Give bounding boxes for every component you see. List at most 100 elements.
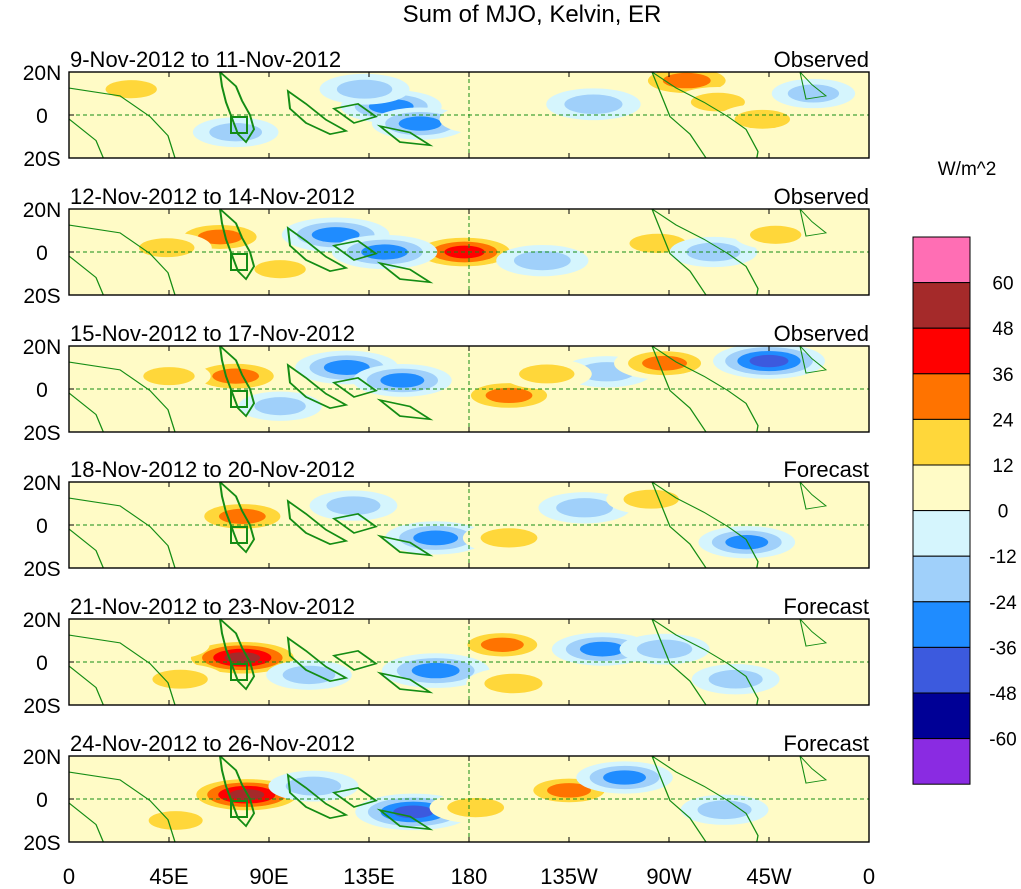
anomaly-contour (143, 367, 195, 386)
y-tick-label: 20S (23, 558, 60, 581)
anomaly-contour (254, 397, 306, 416)
panels: 9-Nov-2012 to 11-Nov-2012 Observed 20N 0 20S… (23, 47, 870, 855)
y-tick-label: 20N (23, 336, 62, 359)
anomaly-contour (725, 535, 769, 550)
anomaly-contour (787, 84, 840, 103)
panel-dates: 21-Nov-2012 to 23-Nov-2012 (70, 594, 355, 619)
index-box (230, 526, 248, 544)
anomaly-contour (519, 364, 575, 384)
y-tick-label: 20S (23, 422, 60, 445)
anomaly-contour (750, 225, 802, 244)
x-tick-label: 45E (149, 864, 188, 889)
anomaly-contour (380, 373, 425, 388)
anomaly-contour (323, 360, 370, 375)
colorbar-swatch (912, 373, 971, 420)
panel-1: 9-Nov-2012 to 11-Nov-2012 Observed 20N 0 20S (23, 47, 870, 171)
anomaly-contour (128, 630, 210, 660)
index-box (230, 390, 248, 408)
colorbar-label: -36 (989, 638, 1016, 659)
colorbar-label: 60 (992, 274, 1013, 295)
y-tick-label: 20N (23, 609, 62, 632)
x-tick-label: 135E (343, 864, 394, 889)
anomaly-contour (547, 783, 591, 798)
anomaly-contour (603, 770, 647, 785)
index-box (230, 663, 248, 681)
anomaly-contour (282, 665, 336, 685)
anomaly-contour (485, 387, 533, 404)
anomaly-contour (326, 496, 381, 515)
index-box (230, 116, 248, 134)
anomaly-contour (556, 498, 613, 518)
anomaly-contour (105, 80, 157, 99)
colorbar-swatch (912, 555, 971, 603)
y-tick-label: 20S (23, 832, 60, 855)
anomaly-contour (480, 528, 538, 548)
anomaly-contour (564, 94, 623, 115)
x-axis: 0 45E 90E 135E 180 135W 90W 45W 0 (63, 864, 875, 889)
panel-status: Observed (774, 184, 869, 209)
anomaly-contour (413, 530, 459, 546)
colorbar-label: -12 (989, 547, 1016, 568)
y-tick-label: 0 (36, 105, 48, 128)
panel-dates: 12-Nov-2012 to 14-Nov-2012 (70, 184, 355, 209)
anomaly-contour (734, 109, 791, 129)
anomaly-contour (697, 800, 752, 820)
anomaly-contour (642, 355, 687, 371)
panel-4: 18-Nov-2012 to 20-Nov-2012 Forecast 20N 0 20… (23, 457, 870, 581)
colorbar-label: 12 (992, 456, 1013, 477)
panel-dates: 15-Nov-2012 to 17-Nov-2012 (70, 321, 355, 346)
anomaly-contour (121, 501, 203, 531)
anomaly-contour (254, 260, 306, 279)
x-tick-label: 45W (746, 864, 791, 889)
anomaly-contour (218, 508, 266, 524)
panel-6: 24-Nov-2012 to 26-Nov-2012 Forecast 20N 0 20… (23, 731, 870, 855)
anomaly-contour (513, 250, 571, 271)
colorbar-swatch (912, 510, 971, 557)
index-box (230, 253, 248, 271)
anomaly-contour (148, 811, 203, 830)
anomaly-contour (224, 652, 261, 664)
colorbar-swatch (912, 327, 971, 375)
y-tick-label: 20S (23, 285, 60, 308)
panel-3: 15-Nov-2012 to 17-Nov-2012 Observed 20N 0 20… (23, 321, 870, 445)
panel-status: Observed (774, 47, 869, 72)
anomaly-contour (197, 229, 243, 245)
anomaly-contour (484, 673, 543, 694)
y-tick-label: 0 (36, 652, 48, 675)
anomaly-contour (439, 104, 521, 134)
y-tick-label: 20N (23, 472, 62, 495)
anomaly-contour (708, 669, 763, 689)
y-tick-label: 20S (23, 695, 60, 718)
panel-dates: 18-Nov-2012 to 20-Nov-2012 (70, 457, 355, 482)
y-tick-label: 0 (36, 242, 48, 265)
y-tick-label: 20N (23, 746, 62, 769)
x-tick-label: 90W (646, 864, 691, 889)
panel-5: 21-Nov-2012 to 23-Nov-2012 Forecast 20N 0 20… (23, 594, 870, 718)
panel-dates: 9-Nov-2012 to 11-Nov-2012 (70, 47, 341, 72)
colorbar-unit: W/m^2 (938, 159, 997, 180)
x-tick-label: 180 (451, 864, 488, 889)
anomaly-contour (749, 354, 789, 368)
colorbar-swatch (912, 464, 971, 512)
anomaly-contour (393, 805, 434, 819)
y-tick-label: 0 (36, 379, 48, 402)
x-tick-label: 90E (249, 864, 288, 889)
anomaly-contour (139, 238, 195, 258)
colorbar-label: -48 (989, 684, 1016, 705)
colorbar-swatch (912, 601, 971, 648)
panel-dates: 24-Nov-2012 to 26-Nov-2012 (70, 731, 355, 756)
colorbar-label: 48 (992, 319, 1013, 340)
panel-status: Forecast (783, 457, 869, 482)
colorbar-swatch (912, 738, 971, 785)
anomaly-contour (579, 641, 625, 657)
panel-status: Forecast (783, 731, 869, 756)
panel-2: 12-Nov-2012 to 14-Nov-2012 Observed 20N 0 20… (23, 184, 870, 308)
colorbar-swatch (912, 646, 971, 694)
colorbar: W/m^2 60 48 36 24 12 0 -12 -24 -36 -48 -60 (912, 159, 1017, 785)
colorbar-swatch (912, 418, 971, 466)
anomaly-contour (480, 637, 524, 652)
x-tick-label: 0 (63, 864, 75, 889)
anomaly-contour (212, 368, 260, 384)
x-tick-label: 135W (540, 864, 598, 889)
